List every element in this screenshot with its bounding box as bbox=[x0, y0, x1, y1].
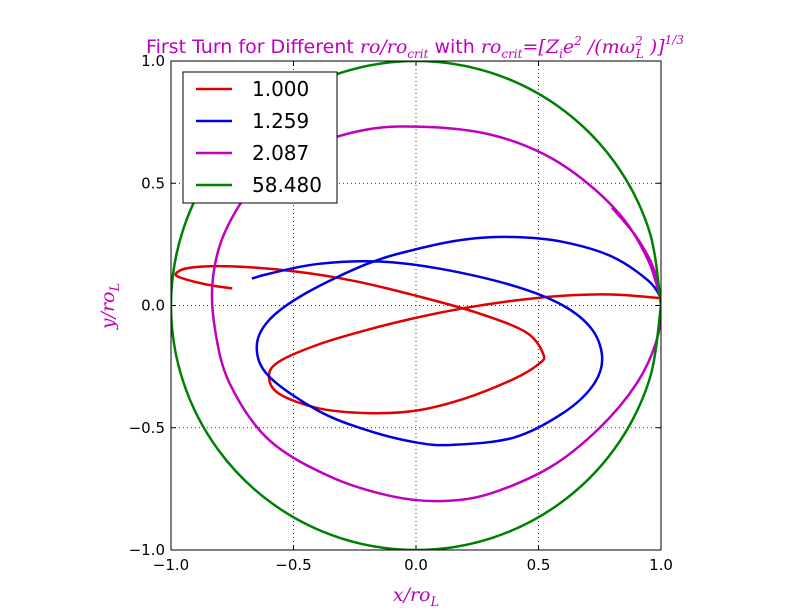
title-math-2-e: e bbox=[563, 36, 574, 58]
x-axis-label: x/roL bbox=[393, 584, 439, 610]
title-math-2-wsup: 2 bbox=[634, 34, 643, 48]
legend-label: 58.480 bbox=[252, 173, 322, 197]
legend-label: 1.000 bbox=[252, 77, 309, 101]
series-group bbox=[171, 61, 661, 550]
title-math-2-close: )] bbox=[644, 36, 665, 58]
series-line-0 bbox=[174, 264, 661, 415]
series-line-3 bbox=[171, 61, 661, 550]
legend-box bbox=[182, 71, 338, 204]
tick-labels: −1.0 −0.5 0.0 0.5 1.0 −1.0 −0.5 0.0 0.5 1.0 bbox=[129, 52, 673, 574]
legend-label: 2.087 bbox=[252, 141, 309, 165]
y-axis-label-sub: L bbox=[108, 283, 123, 293]
title-math-2: ro bbox=[481, 36, 502, 58]
title-math-1: ro/ro bbox=[360, 36, 407, 58]
title-math-1-sub: crit bbox=[407, 47, 428, 61]
chart-title-prefix: First Turn for Different bbox=[146, 36, 360, 58]
x-tick-label: 0.0 bbox=[404, 556, 428, 574]
series-line-1 bbox=[251, 235, 661, 447]
y-tick-label: 1.0 bbox=[141, 52, 165, 70]
title-math-2-exp: 1/3 bbox=[665, 33, 685, 47]
title-mid: with bbox=[428, 36, 480, 58]
title-math-2-div: /(mω bbox=[582, 36, 635, 58]
x-axis-label-sub: L bbox=[430, 595, 440, 610]
x-tick-label: −1.0 bbox=[153, 556, 189, 574]
y-tick-label: −0.5 bbox=[129, 419, 165, 437]
y-tick-label: −1.0 bbox=[129, 541, 165, 559]
legend-label: 1.259 bbox=[252, 109, 309, 133]
plot-frame bbox=[170, 60, 662, 551]
y-tick-label: 0.5 bbox=[141, 174, 165, 192]
x-tick-label: 0.5 bbox=[527, 556, 551, 574]
y-axis-label-main: y/ro bbox=[97, 291, 119, 330]
title-math-2-zsub: i bbox=[559, 47, 563, 61]
x-axis-label-main: x/ro bbox=[393, 584, 431, 606]
y-axis-label: y/roL bbox=[97, 283, 123, 330]
legend: 1.000 1.259 2.087 58.480 bbox=[182, 71, 338, 204]
x-tick-label: 1.0 bbox=[649, 556, 673, 574]
title-math-2-esup: 2 bbox=[573, 34, 582, 48]
title-math-2-sub: crit bbox=[501, 47, 522, 61]
series-line-2 bbox=[210, 125, 661, 503]
title-math-2-wsub: L bbox=[635, 47, 644, 61]
x-tick-label: −0.5 bbox=[275, 556, 311, 574]
y-tick-label: 0.0 bbox=[141, 297, 165, 315]
chart-title: First Turn for Different ro/rocrit with … bbox=[146, 33, 684, 61]
title-math-2-rest: =[Z bbox=[523, 36, 560, 58]
